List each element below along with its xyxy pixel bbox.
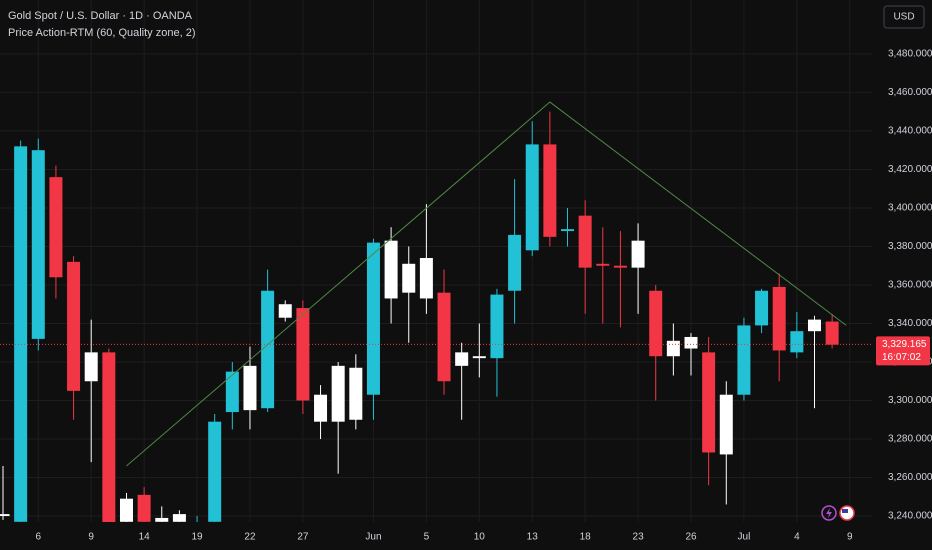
y-tick-label: 3,440.000: [888, 126, 932, 137]
y-tick-label: 3,280.000: [888, 434, 932, 445]
candle-body: [437, 292, 451, 382]
candle-body: [349, 367, 363, 420]
candle-body: [737, 325, 751, 395]
x-tick-label: 4: [794, 532, 800, 543]
y-tick-label: 3,380.000: [888, 241, 932, 252]
candle-body: [719, 394, 733, 455]
candle-body: [419, 258, 433, 299]
y-tick-label: 3,460.000: [888, 87, 932, 98]
indicator-label: Price Action-RTM (60, Quality zone, 2): [8, 27, 195, 39]
candle-body: [561, 229, 575, 232]
x-tick-label: 22: [244, 532, 256, 543]
candle-body: [278, 304, 292, 318]
candle-body: [472, 356, 486, 359]
candle-body: [402, 263, 416, 293]
plot-area: [0, 101, 847, 522]
y-tick-label: 3,480.000: [888, 49, 932, 60]
currency-label[interactable]: USD: [893, 12, 914, 23]
candle-body: [790, 331, 804, 353]
x-tick-label: 18: [580, 532, 592, 543]
countdown-label: 16:07:02: [882, 352, 921, 363]
x-tick-label: 5: [424, 532, 430, 543]
x-tick-label: 23: [633, 532, 645, 543]
candle-body: [455, 352, 469, 366]
candle-body: [825, 321, 839, 345]
candle-body: [225, 371, 239, 413]
y-tick-label: 3,300.000: [888, 395, 932, 406]
x-tick-label: 9: [88, 532, 94, 543]
y-tick-label: 3,420.000: [888, 164, 932, 175]
lightning-icon: [826, 508, 832, 518]
candle-body: [508, 234, 522, 291]
flag-canton: [842, 509, 848, 513]
candle-body: [296, 308, 310, 401]
candle-body: [243, 365, 257, 411]
candle-body: [596, 263, 610, 266]
candle-body: [543, 144, 557, 237]
x-tick-label: 19: [191, 532, 203, 543]
last-price-label: 3,329.165: [882, 339, 927, 350]
candle-body: [366, 242, 380, 395]
candle-body: [631, 240, 645, 268]
candle-body: [666, 340, 680, 357]
x-tick-label: 27: [297, 532, 309, 543]
y-tick-label: 3,360.000: [888, 280, 932, 291]
candle-body: [137, 494, 151, 522]
candle-body: [578, 215, 592, 268]
candle-body: [14, 146, 28, 522]
candle-body: [0, 514, 10, 517]
alert-icon[interactable]: [821, 505, 837, 521]
candle-body: [155, 517, 169, 522]
candle-body: [49, 177, 63, 278]
y-tick-label: 3,400.000: [888, 203, 932, 214]
x-tick-label: Jul: [738, 532, 751, 543]
candle-body: [525, 144, 539, 251]
candle-body: [119, 498, 133, 522]
candle-body: [702, 352, 716, 453]
x-tick-label: 10: [474, 532, 486, 543]
currency-button[interactable]: [883, 5, 925, 29]
candle-body: [84, 352, 98, 382]
candle-body: [490, 294, 504, 359]
candle-body: [261, 290, 275, 409]
candle-body: [208, 421, 222, 522]
candle-body: [807, 319, 821, 332]
candle-body: [31, 150, 45, 339]
candle-body: [67, 261, 81, 391]
y-tick-label: 3,240.000: [888, 511, 932, 522]
candle-body: [314, 394, 328, 422]
y-tick-label: 3,260.000: [888, 472, 932, 483]
candle-body: [172, 514, 186, 522]
candle-body: [772, 286, 786, 351]
candle-body: [331, 365, 345, 422]
x-tick-label: 13: [527, 532, 539, 543]
y-tick-label: 3,340.000: [888, 318, 932, 329]
x-tick-label: 9: [847, 532, 853, 543]
x-tick-label: 26: [685, 532, 697, 543]
candle-body: [684, 336, 698, 349]
x-tick-label: 6: [35, 532, 41, 543]
x-tick-label: Jun: [365, 532, 381, 543]
candle-body: [649, 290, 663, 357]
last-price-box: [876, 336, 930, 366]
candle-body: [755, 290, 769, 326]
candle-body: [384, 240, 398, 299]
candle-body: [613, 265, 627, 268]
x-tick-label: 14: [139, 532, 151, 543]
candle-body: [102, 352, 116, 522]
chart-title: Gold Spot / U.S. Dollar · 1D · OANDA: [8, 10, 193, 22]
